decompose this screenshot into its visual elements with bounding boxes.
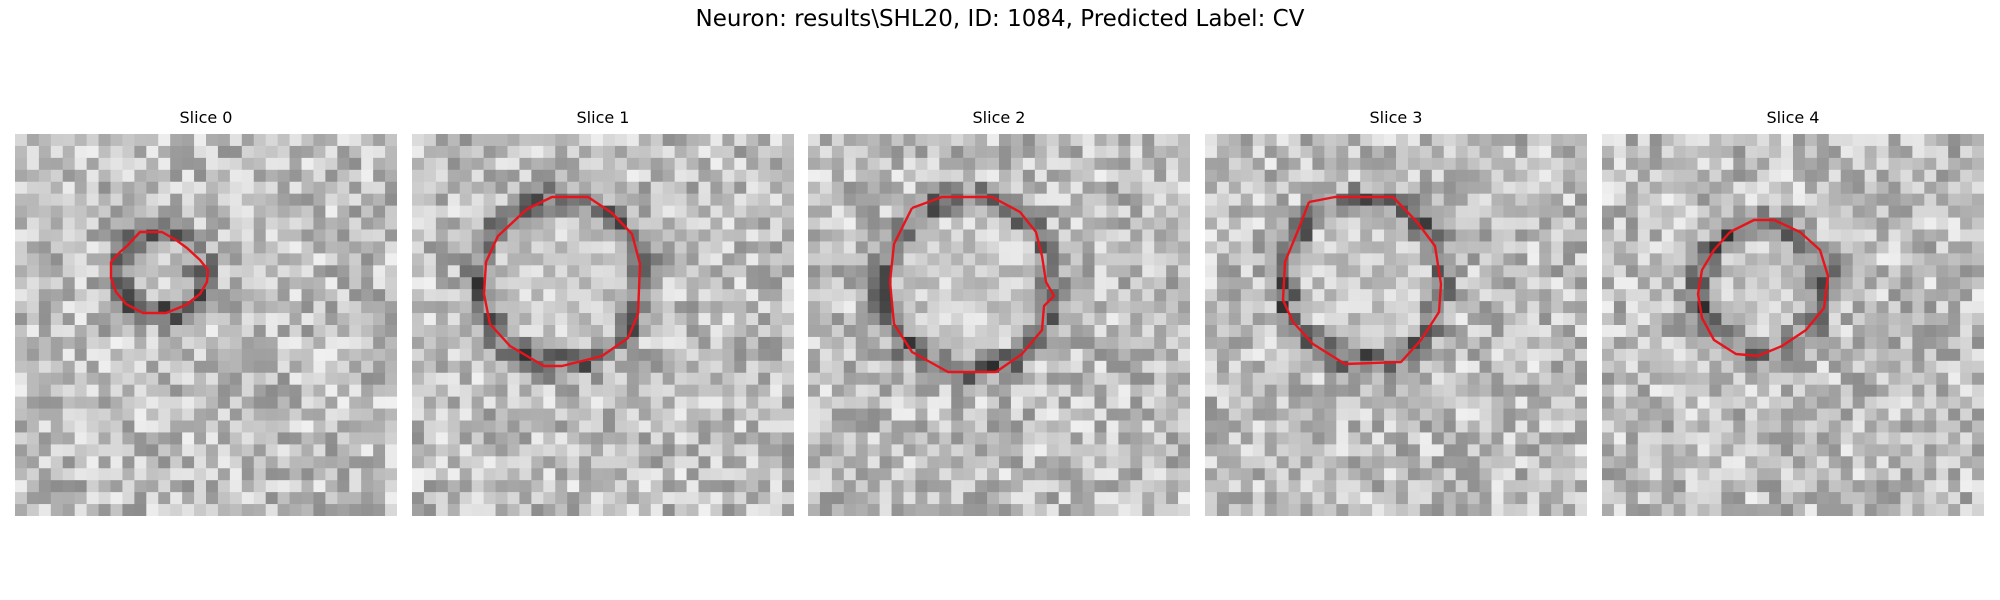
slice-panel-1: Slice 1 — [412, 108, 794, 516]
slice-image — [1602, 134, 1984, 516]
slice-title: Slice 3 — [1369, 108, 1423, 127]
slice-panel-2: Slice 2 — [808, 108, 1190, 516]
slice-title: Slice 4 — [1766, 108, 1820, 127]
boundary-contour — [1281, 195, 1443, 366]
slice-title: Slice 1 — [576, 108, 630, 127]
slice-panel-0: Slice 0 — [15, 108, 397, 516]
boundary-contour — [1696, 218, 1830, 358]
slice-panel-4: Slice 4 — [1602, 108, 1984, 516]
figure-title: Neuron: results\SHL20, ID: 1084, Predict… — [695, 6, 1305, 32]
boundary-contour — [482, 195, 642, 368]
slice-image — [15, 134, 397, 516]
boundary-contour — [888, 195, 1056, 374]
boundary-contour — [109, 230, 210, 315]
slice-title: Slice 2 — [972, 108, 1026, 127]
slice-image — [808, 134, 1190, 516]
slice-image — [1205, 134, 1587, 516]
slice-image — [412, 134, 794, 516]
slice-title: Slice 0 — [179, 108, 233, 127]
slice-panel-3: Slice 3 — [1205, 108, 1587, 516]
